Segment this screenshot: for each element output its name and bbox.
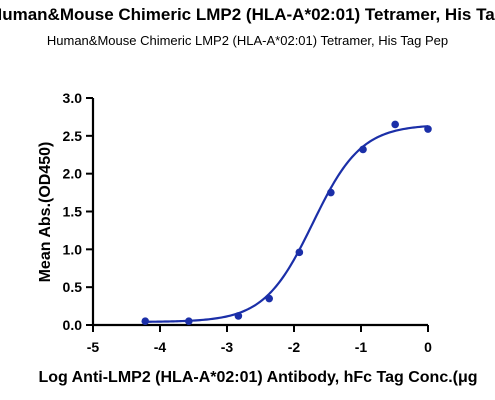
- data-point: [265, 294, 274, 303]
- chart-subtitle: Human&Mouse Chimeric LMP2 (HLA-A*02:01) …: [47, 33, 448, 48]
- x-tick-label: -5: [87, 339, 100, 355]
- y-tick-label: 1.5: [63, 204, 83, 220]
- x-tick-label: -3: [221, 339, 234, 355]
- y-tick-label: 3.0: [63, 90, 83, 106]
- chart-title: Human&Mouse Chimeric LMP2 (HLA-A*02:01) …: [0, 5, 495, 24]
- y-tick-label: 1.0: [63, 241, 83, 257]
- y-tick-label: 2.0: [63, 166, 83, 182]
- data-point: [327, 188, 335, 197]
- data-point: [185, 317, 193, 326]
- y-axis-title: Mean Abs.(OD450): [37, 142, 54, 283]
- x-tick-label: -4: [154, 339, 167, 355]
- y-tick-label: 0.0: [63, 317, 83, 333]
- fit-curve: [145, 125, 429, 323]
- plot-area: 0.0 0.5 1.0 1.5 2.0 2.5 3.0 -5 -4 -3 -2 -1 0: [63, 90, 433, 355]
- data-point: [234, 312, 243, 320]
- data-point: [359, 145, 367, 154]
- x-axis-title: Log Anti-LMP2 (HLA-A*02:01) Antibody, hF…: [38, 369, 477, 386]
- x-tick-label: -2: [288, 339, 301, 355]
- y-tick-label: 2.5: [63, 128, 83, 144]
- x-tick-label: 0: [424, 339, 432, 355]
- data-point: [424, 125, 432, 133]
- x-tick-label: -1: [355, 339, 368, 355]
- data-point: [391, 120, 399, 129]
- data-point: [141, 317, 150, 326]
- y-tick-label: 0.5: [63, 279, 83, 295]
- data-point: [295, 248, 304, 257]
